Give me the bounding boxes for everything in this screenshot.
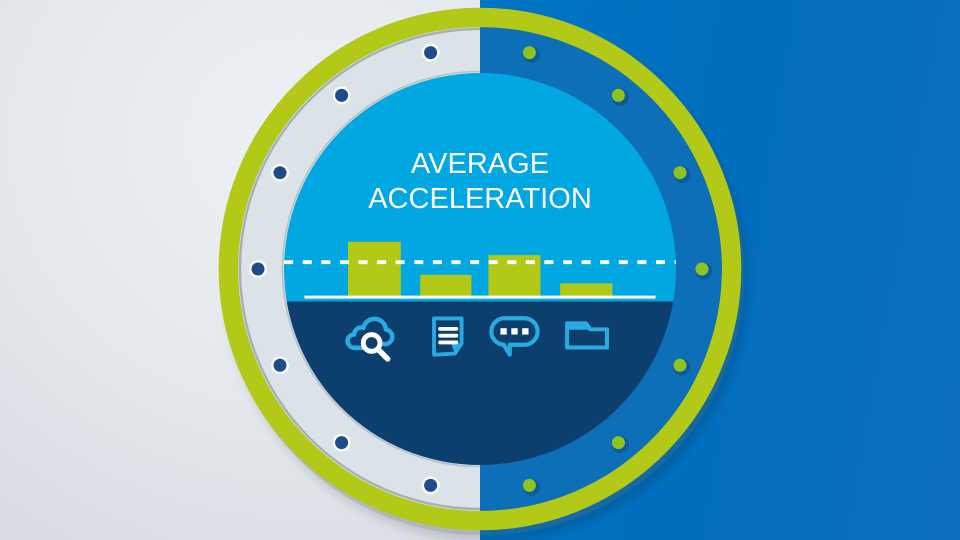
svg-text:AVERAGE: AVERAGE <box>411 148 549 180</box>
svg-text:ACCELERATION: ACCELERATION <box>368 183 592 215</box>
